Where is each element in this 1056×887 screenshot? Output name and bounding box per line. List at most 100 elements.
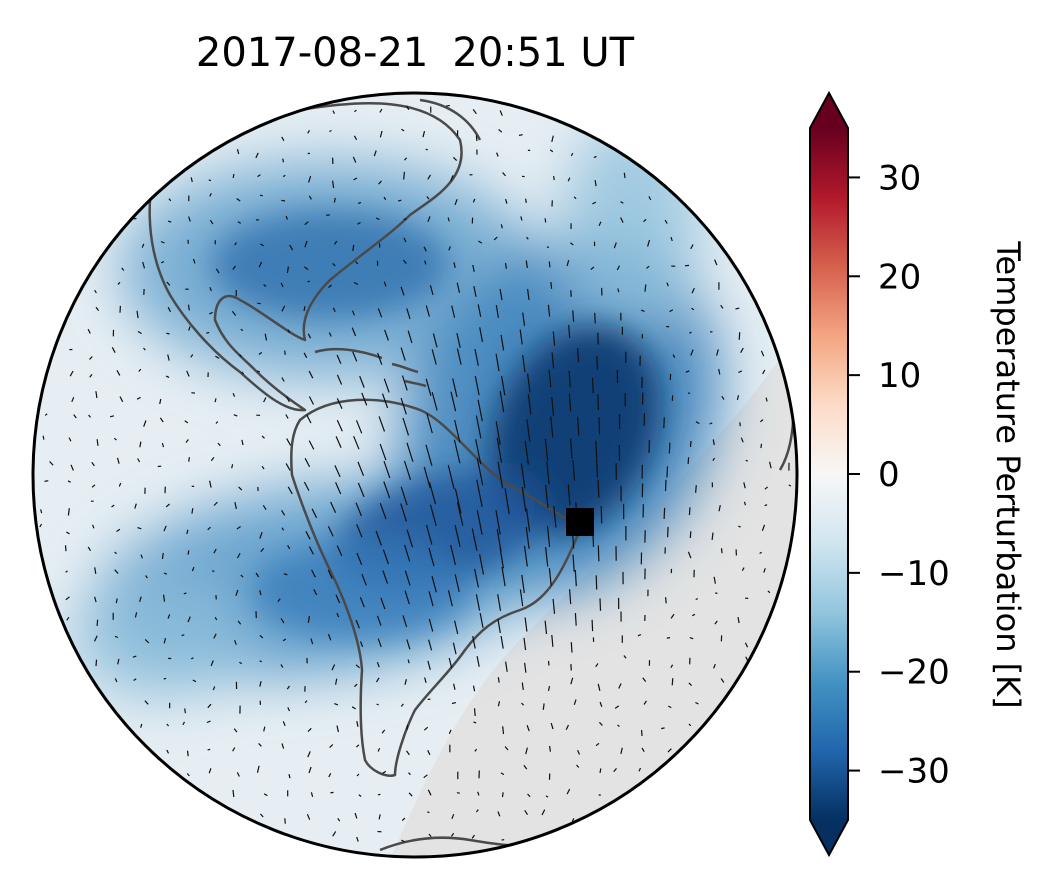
wind-vector [353,281,359,286]
wind-vector [472,264,475,272]
wind-vector [382,770,387,774]
wind-vector [504,262,507,269]
wind-vector [475,594,481,611]
wind-vector [712,457,716,462]
wind-vector [573,196,577,200]
wind-vector [353,177,358,181]
wind-vector [738,370,743,374]
wind-vector [280,617,285,624]
wind-vector [94,596,97,603]
wind-vector [476,510,483,535]
wind-vector [183,592,187,595]
wind-vector [666,637,671,639]
wind-vector [570,677,574,685]
wind-vector [526,724,530,732]
wind-vector [525,198,527,203]
wind-vector [450,391,457,412]
wind-vector [89,356,93,360]
wind-vector [356,773,360,777]
wind-vector [568,393,572,412]
wind-vector [501,792,504,798]
wind-vector [590,266,595,271]
wind-vector [552,331,556,346]
wind-vector [548,568,552,586]
wind-vector [208,768,212,774]
wind-vector [255,152,259,159]
wind-vector [427,789,432,796]
wind-vector [523,764,528,770]
wind-vector [188,457,190,462]
wind-vector [255,572,260,578]
wind-vector [404,157,408,161]
wind-vector [140,723,143,728]
wind-vector [544,620,548,635]
wind-vector [336,398,343,410]
wind-vector [330,791,334,794]
wind-vector [307,129,311,134]
wind-vector [592,201,597,205]
wind-vector [473,285,477,297]
wind-vector [159,417,164,423]
wind-vector [163,637,167,644]
wind-vector [353,683,358,688]
wind-vector [92,524,95,529]
wind-vector [598,417,601,435]
wind-vector [281,305,286,312]
wind-vector [285,414,289,419]
wind-vector [373,150,377,157]
wind-vector [114,569,119,574]
wind-vector [497,618,501,634]
wind-vector [281,199,286,202]
wind-vector [597,683,601,691]
wind-vector [240,574,244,578]
wind-vector [215,268,220,274]
wind-vector [472,109,477,115]
title-date: 2017-08-21 [196,30,428,76]
wind-vector [527,373,531,393]
wind-vector [379,502,387,520]
wind-vector [306,414,312,424]
colorbar-tick-label: −20 [878,653,950,693]
wind-vector [259,681,262,687]
wind-vector [382,549,389,565]
wind-vector [550,416,554,438]
wind-vector [96,619,99,626]
wind-vector [425,524,433,545]
wind-vector [39,523,43,528]
wind-vector [667,748,672,753]
wind-vector [231,310,237,316]
wind-vector [741,567,745,572]
wind-vector [308,175,312,183]
wind-vector [570,642,573,653]
wind-vector [400,286,405,296]
wind-vector [428,591,434,607]
wind-vector [479,554,485,575]
wind-vector [308,440,315,450]
wind-vector [168,198,172,202]
wind-vector [233,728,238,733]
wind-vector [473,721,477,724]
wind-vector [454,198,458,206]
wind-vector [574,569,577,587]
wind-vector [215,421,219,424]
wind-vector [161,260,165,264]
wind-vector [617,288,620,293]
wind-vector [304,221,309,226]
wind-vector [474,568,479,588]
wind-vector [237,221,242,224]
wind-vector [600,506,603,524]
wind-vector [504,488,510,515]
wind-vector [595,663,599,668]
wind-vector [236,772,240,777]
wind-vector [551,352,555,369]
wind-vector [71,396,75,403]
wind-vector [687,551,692,559]
map-title: 2017-08-21 20:51 UT [196,30,635,76]
wind-vector [423,466,431,489]
wind-vector [569,589,572,605]
wind-vector [553,506,557,528]
wind-vector [142,261,146,269]
wind-vector [163,677,167,680]
wind-vector [522,355,526,373]
wind-vector [40,509,43,514]
